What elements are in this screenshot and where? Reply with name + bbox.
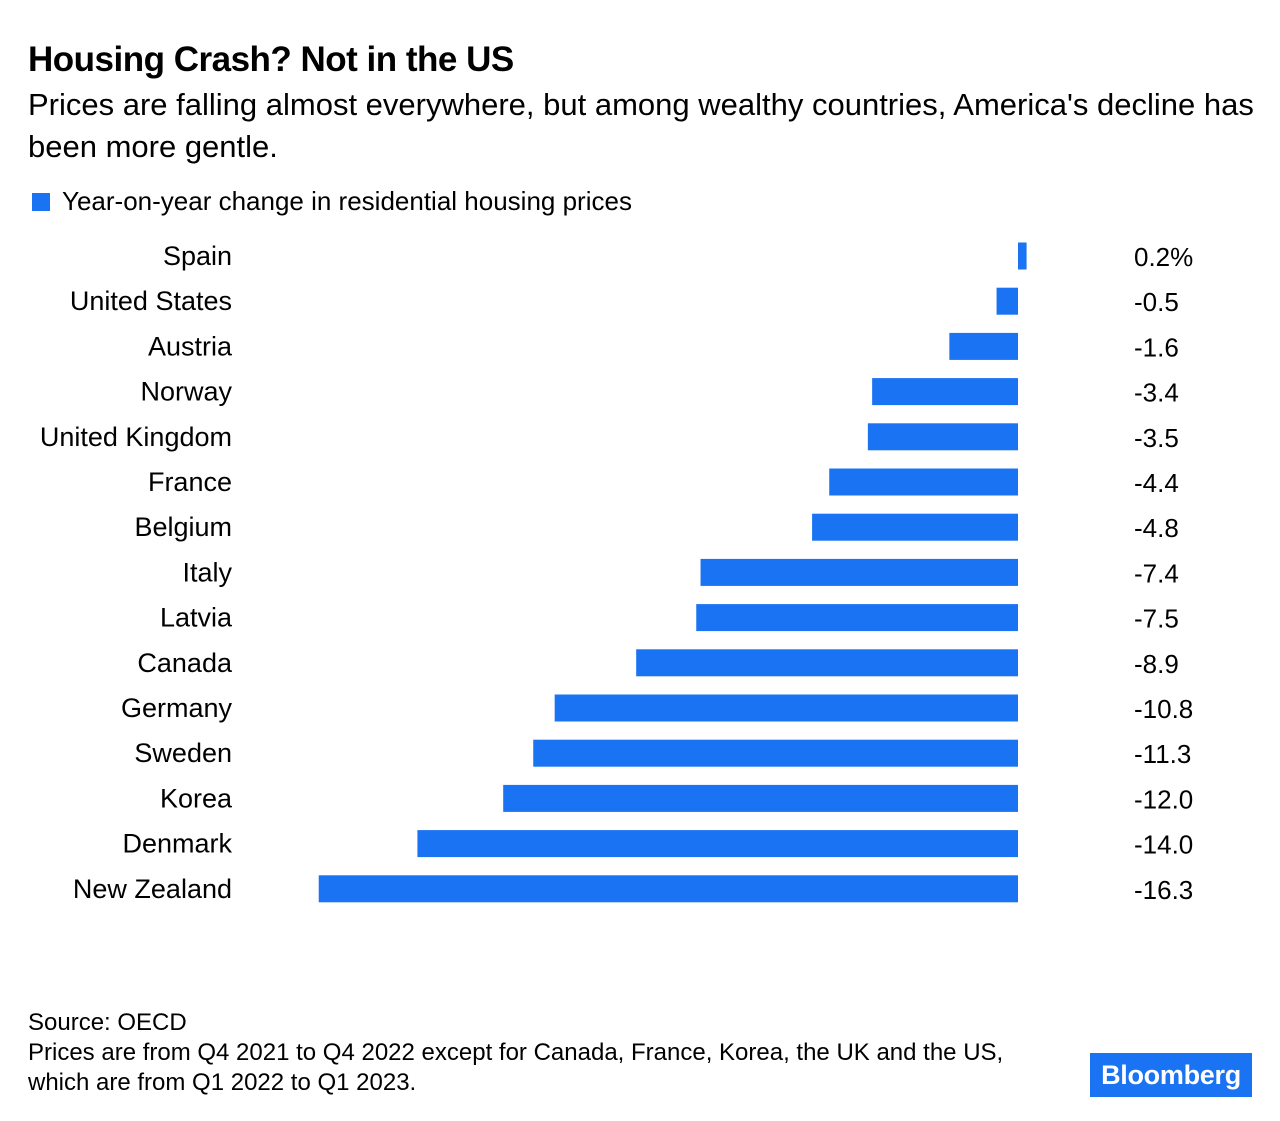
bar-chart: Spain United States Austria Norway United Ki… — [40, 241, 1193, 905]
bar — [996, 287, 1018, 315]
legend-label: Year-on-year change in residential housi… — [62, 186, 632, 216]
category-label: Germany — [121, 693, 233, 723]
value-label: -7.4 — [1134, 558, 1179, 588]
category-label: Korea — [160, 783, 233, 813]
category-label: Denmark — [122, 829, 232, 859]
value-label: -4.8 — [1134, 513, 1179, 543]
bar — [812, 513, 1018, 541]
bar — [417, 830, 1018, 858]
bars — [318, 242, 1027, 903]
bar — [949, 332, 1018, 360]
legend-swatch — [32, 192, 50, 211]
category-label: Sweden — [134, 738, 232, 768]
bar — [872, 378, 1018, 406]
value-label: -10.8 — [1134, 694, 1193, 724]
bloomberg-logo: Bloomberg — [1090, 1053, 1252, 1097]
category-label: France — [148, 467, 232, 497]
category-labels: Spain United States Austria Norway United Ki… — [40, 241, 233, 904]
bar — [867, 423, 1018, 451]
bar — [829, 468, 1018, 496]
value-label: -3.5 — [1134, 423, 1179, 453]
value-label: -0.5 — [1134, 287, 1179, 317]
category-label: New Zealand — [73, 874, 232, 904]
category-label: United States — [70, 286, 232, 316]
value-label: -1.6 — [1134, 332, 1179, 362]
category-label: Belgium — [134, 512, 232, 542]
bar — [700, 558, 1018, 586]
category-label: United Kingdom — [40, 422, 232, 452]
bar — [1018, 242, 1027, 270]
category-label: Spain — [163, 241, 232, 271]
footnote: Prices are from Q4 2021 to Q4 2022 excep… — [28, 1039, 1004, 1096]
bar — [554, 694, 1018, 722]
bar — [318, 875, 1019, 903]
bar — [636, 649, 1018, 677]
value-label: -7.5 — [1134, 604, 1179, 634]
category-label: Latvia — [160, 603, 233, 633]
category-label: Norway — [140, 377, 232, 407]
value-labels: 0.2% -0.5 -1.6 -3.4 -3.5 -4.4 -4.8 -7.4 -7.5 -8.9… — [1134, 242, 1193, 905]
value-label: 0.2% — [1134, 242, 1193, 272]
value-label: -11.3 — [1134, 739, 1191, 769]
category-label: Austria — [148, 331, 233, 361]
value-label: -3.4 — [1134, 378, 1179, 408]
chart-subtitle: Prices are falling almost everywhere, bu… — [28, 87, 1254, 164]
value-label: -8.9 — [1134, 649, 1179, 679]
source-note: Source: OECD — [28, 1009, 187, 1036]
value-label: -14.0 — [1134, 830, 1193, 860]
bar — [503, 784, 1018, 812]
value-label: -16.3 — [1134, 875, 1193, 905]
bar — [696, 604, 1018, 632]
category-label: Italy — [182, 557, 232, 587]
chart-title: Housing Crash? Not in the US — [28, 40, 514, 79]
value-label: -12.0 — [1134, 784, 1193, 814]
bar — [533, 739, 1018, 767]
legend: Year-on-year change in residential housi… — [32, 186, 632, 217]
value-label: -4.4 — [1134, 468, 1179, 498]
category-label: Canada — [137, 648, 233, 678]
